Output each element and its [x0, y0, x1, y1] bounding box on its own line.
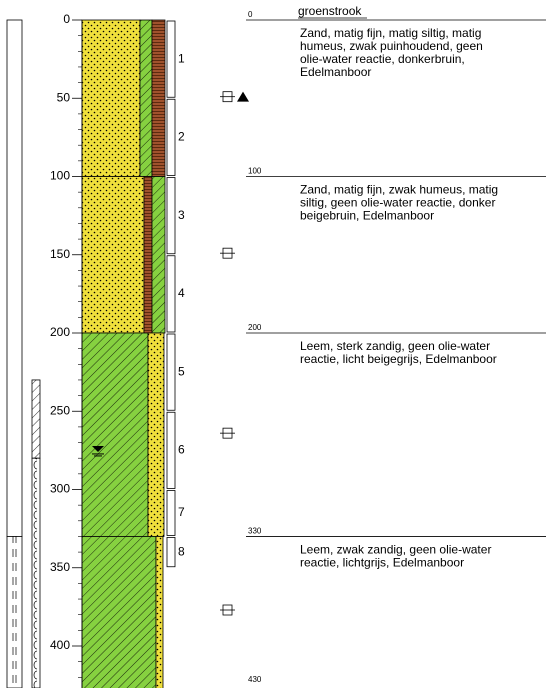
end-depth: 430	[248, 675, 262, 684]
content: 0 50 100 150 200 250 300 350 400 1 2 3 4 5 6 7 8 groenstr…	[7, 4, 546, 688]
sample	[167, 21, 175, 97]
sample	[167, 412, 175, 488]
tick-label: 150	[50, 247, 70, 261]
lithology	[144, 177, 152, 334]
description: humeus, zwak puinhoudend, geen	[300, 39, 483, 53]
layer-depth: 0	[248, 10, 253, 19]
tick-label: 400	[50, 638, 70, 652]
sample-label: 5	[178, 364, 185, 378]
description: Leem, zwak zandig, geen olie-water	[300, 543, 491, 557]
lithology	[82, 333, 148, 536]
tick-label: 50	[57, 90, 71, 104]
lithology	[82, 536, 156, 688]
surface-label: groenstrook	[298, 4, 362, 18]
description: Edelmanboor	[300, 65, 371, 79]
layer-depth: 100	[248, 167, 262, 176]
sample	[167, 99, 175, 175]
description: Zand, matig fijn, zwak humeus, matig	[300, 183, 498, 197]
tick-label: 100	[50, 169, 70, 183]
sample	[167, 537, 175, 566]
sample-label: 4	[178, 286, 185, 300]
sample-label: 1	[178, 51, 185, 65]
sample-label: 8	[178, 544, 185, 558]
sample-label: 2	[178, 130, 185, 144]
marker	[237, 92, 249, 102]
sample-label: 7	[178, 505, 185, 519]
borehole-log: 0 50 100 150 200 250 300 350 400 1 2 3 4 5 6 7 8 groenstr…	[0, 0, 546, 688]
sample-label: 6	[178, 443, 185, 457]
sample-label: 3	[178, 208, 185, 222]
description: Zand, matig fijn, matig siltig, matig	[300, 26, 481, 40]
tick-label: 350	[50, 560, 70, 574]
left-column-2	[32, 380, 40, 458]
tick-label: 300	[50, 482, 70, 496]
left-column	[7, 536, 22, 688]
description: reactie, licht beigegrijs, Edelmanboor	[300, 352, 497, 366]
description: beigebruin, Edelmanboor	[300, 209, 434, 223]
description: siltig, geen olie-water reactie, donker	[300, 196, 495, 210]
left-column	[7, 20, 22, 536]
sample	[167, 334, 175, 410]
layer-depth: 330	[248, 527, 262, 536]
sample	[167, 491, 175, 536]
sample	[167, 178, 175, 254]
layer-depth: 200	[248, 323, 262, 332]
lithology	[152, 177, 165, 334]
description: olie-water reactie, donkerbruin,	[300, 52, 465, 66]
left-column-2	[32, 458, 40, 688]
lithology	[152, 20, 165, 177]
lithology	[148, 333, 164, 536]
lithology	[156, 536, 163, 688]
lithology	[140, 20, 152, 177]
lithology	[82, 177, 144, 334]
description: reactie, lichtgrijs, Edelmanboor	[300, 556, 464, 570]
tick-label: 250	[50, 403, 70, 417]
sample	[167, 256, 175, 332]
tick-label: 0	[63, 12, 70, 26]
tick-label: 200	[50, 325, 70, 339]
lithology	[82, 20, 140, 177]
description: Leem, sterk zandig, geen olie-water	[300, 339, 490, 353]
